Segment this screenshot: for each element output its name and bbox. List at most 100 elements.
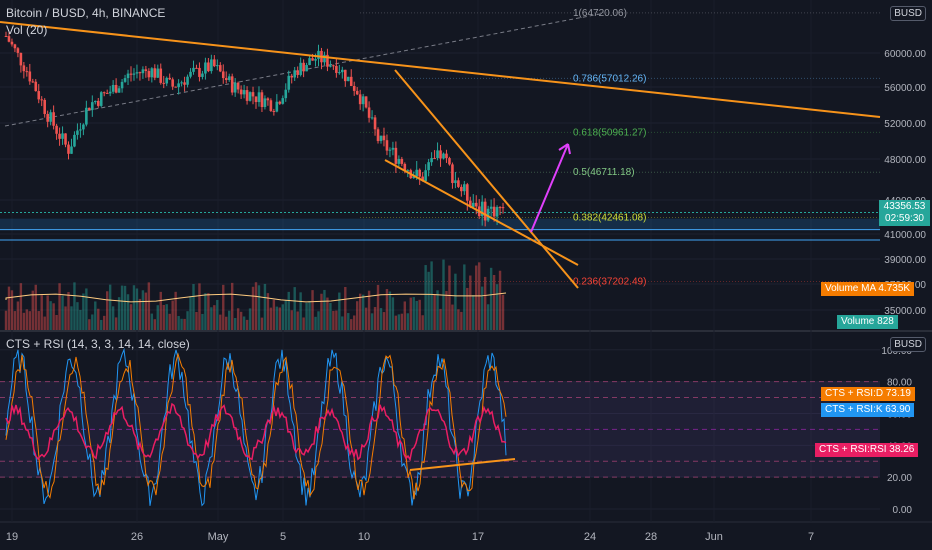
- volume-bar: [439, 308, 442, 330]
- candle-body: [329, 65, 332, 67]
- candle-body: [174, 86, 177, 88]
- cts-rsi-tag: CTS + RSI:RSI 38.26: [815, 443, 919, 457]
- candle-body: [82, 124, 85, 130]
- volume-bar: [225, 316, 228, 330]
- volume-bar: [332, 310, 335, 330]
- candle-body: [382, 135, 386, 141]
- candle-body: [19, 52, 23, 66]
- volume-bar: [105, 291, 109, 330]
- volume-bar: [174, 291, 177, 330]
- volume-bar: [412, 297, 415, 330]
- candle-body: [210, 59, 213, 72]
- volume-bar: [186, 311, 189, 330]
- fib-label: 0.786(57012.26): [573, 73, 646, 84]
- candle-body: [424, 170, 427, 182]
- volume-bar: [296, 311, 299, 330]
- candle-body: [239, 89, 243, 95]
- candle-body: [451, 164, 454, 184]
- candle-body: [367, 107, 371, 118]
- candle-body: [79, 129, 82, 131]
- candle-body: [177, 83, 180, 88]
- price-tick-label: 41000.00: [884, 230, 926, 241]
- candle-body: [296, 70, 299, 75]
- volume-bar: [22, 312, 26, 330]
- candle-body: [257, 92, 261, 103]
- time-tick-label: 19: [6, 531, 18, 543]
- volume-bar: [236, 308, 240, 330]
- volume-label: Vol (20): [6, 23, 48, 37]
- currency-badge[interactable]: BUSD: [890, 6, 926, 21]
- candle-body: [168, 77, 171, 80]
- candle-body: [266, 98, 270, 101]
- candle-body: [260, 92, 264, 108]
- candle-body: [162, 82, 166, 84]
- volume-ma-label: Volume MA: [825, 283, 876, 294]
- cts-d-label: CTS + RSI:D: [825, 388, 884, 399]
- volume-bar: [123, 285, 127, 330]
- candle-body: [201, 73, 204, 77]
- candle-body: [254, 96, 258, 103]
- candle-body: [415, 169, 419, 177]
- volume-bar: [323, 289, 326, 330]
- candle-body: [400, 158, 404, 164]
- volume-bar: [88, 319, 91, 330]
- candle-body: [120, 81, 124, 89]
- volume-bar: [347, 313, 350, 330]
- candle-body: [385, 140, 389, 151]
- candle-body: [34, 81, 38, 92]
- cts-k-tag: CTS + RSI:K 63.90: [821, 403, 915, 417]
- fib-label: 0.618(50961.27): [573, 127, 646, 138]
- volume-bar: [480, 286, 484, 330]
- candle-body: [397, 158, 401, 164]
- candle-body: [388, 149, 392, 151]
- candle-body: [421, 176, 424, 182]
- time-tick-label: 5: [280, 531, 286, 543]
- candle-body: [355, 90, 359, 95]
- candle-body: [227, 76, 231, 81]
- candle-body: [436, 150, 439, 159]
- candle-body: [102, 92, 106, 94]
- drawings: [0, 21, 881, 289]
- volume-bar: [287, 291, 290, 330]
- volume-bar: [213, 305, 216, 330]
- volume-bar: [219, 314, 222, 330]
- candle-body: [43, 99, 46, 114]
- volume-bar: [284, 300, 287, 330]
- candle-body: [207, 62, 210, 72]
- volume-bar: [82, 293, 85, 330]
- candle-body: [236, 82, 240, 90]
- volume-bar: [126, 294, 130, 330]
- volume-bar: [189, 296, 192, 330]
- candle-body: [4, 36, 8, 37]
- volume-bar: [120, 285, 124, 330]
- volume-bar: [406, 313, 409, 330]
- wedge-lower-line: [384, 159, 579, 266]
- volume-bar: [379, 308, 383, 330]
- volume-bar: [195, 312, 198, 330]
- candle-body: [480, 201, 484, 217]
- indicator-currency-badge[interactable]: BUSD: [890, 337, 926, 352]
- candle-body: [412, 176, 416, 179]
- volume-bar: [129, 304, 133, 330]
- cts-rsi-value: 38.26: [889, 444, 915, 455]
- volume-bar: [391, 297, 395, 330]
- volume-bar: [469, 275, 472, 330]
- candle-body: [216, 65, 219, 67]
- price-tick-label: 48000.00: [884, 155, 926, 166]
- volume-bar: [305, 302, 308, 330]
- volume-bar: [10, 290, 14, 330]
- volume-bar: [403, 301, 407, 330]
- candle-body: [126, 73, 130, 79]
- candle-body: [37, 91, 41, 100]
- volume-bar: [400, 313, 404, 330]
- chart-title: Bitcoin / BUSD, 4h, BINANCE: [6, 6, 166, 20]
- volume-bar: [180, 318, 183, 330]
- volume-bar: [228, 310, 231, 330]
- volume-bar: [344, 286, 347, 330]
- volume-bar: [361, 294, 365, 330]
- candle-body: [468, 200, 472, 207]
- candle-body: [466, 184, 469, 201]
- candle-body: [213, 59, 216, 67]
- candle-body: [403, 163, 407, 171]
